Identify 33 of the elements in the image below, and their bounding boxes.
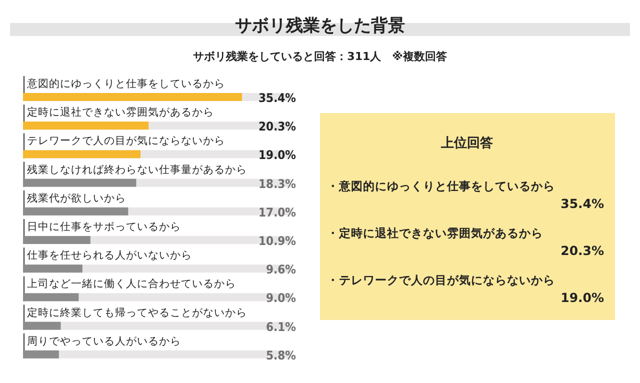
y-tick-label: 残業しなければ終わらない仕事量があるから <box>27 162 247 176</box>
bar <box>23 293 79 302</box>
y-tick-label: 定時に退社できない雰囲気があるから <box>27 106 214 119</box>
text: 19.0% <box>560 290 604 305</box>
data-label: 5.8% <box>266 348 296 362</box>
data-label: 6.1% <box>266 320 296 334</box>
y-tick-label: 仕事を任せられる人がいないから <box>27 248 192 262</box>
y-tick-label: 意図的にゆっくりと仕事をしているから <box>26 77 225 90</box>
data-label: 18.3% <box>258 176 296 191</box>
y-tick-label: 周りでやっている人がいるから <box>27 335 181 348</box>
y-tick-label: 日中に仕事をサボっているから <box>27 220 181 233</box>
data-label: 17.0% <box>258 205 296 220</box>
bar <box>23 264 82 273</box>
text: 35.4% <box>560 196 604 211</box>
text: 上位回答 <box>440 136 493 151</box>
data-label: 9.0% <box>266 291 296 306</box>
text: サボリ残業をした背景 <box>235 16 405 36</box>
bar <box>23 322 61 330</box>
y-tick-label: テレワークで人の目が気にならないから <box>27 135 225 148</box>
data-label: 10.9% <box>258 234 296 248</box>
y-tick-label: 残業代が欲しいから <box>27 191 126 204</box>
data-label: 9.6% <box>266 262 296 277</box>
text: ・意図的にゆっくりと仕事をしているから <box>327 179 555 193</box>
data-label: 35.4% <box>258 91 296 105</box>
y-tick-label: 定時に終業しても帰ってやることがないから <box>27 306 247 319</box>
data-label: 20.3% <box>258 120 296 134</box>
text: サボリ残業をしていると回答：311人 ※複数回答 <box>193 50 448 63</box>
data-label: 19.0% <box>258 148 296 162</box>
text: ・定時に退社できない雰囲気があるから <box>327 226 543 240</box>
text: 20.3% <box>560 243 604 258</box>
bar <box>23 350 59 358</box>
text: ・テレワークで人の目が気にならないから <box>327 273 555 287</box>
y-tick-label: 上司など一緒に働く人に合わせているから <box>27 277 236 290</box>
